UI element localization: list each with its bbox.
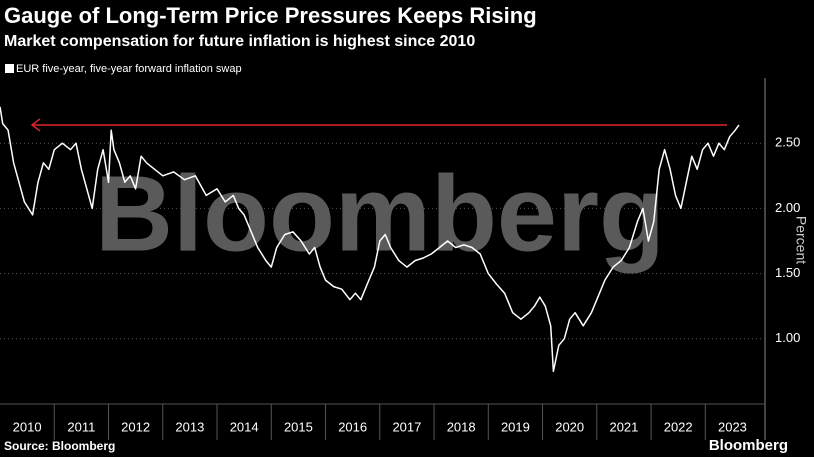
x-tick-label: 2021 — [609, 419, 638, 434]
y-tick-label: 2.50 — [775, 135, 800, 150]
source: Source: Bloomberg — [4, 439, 115, 453]
y-axis-label: Percent — [793, 216, 809, 264]
chart-subtitle: Market compensation for future inflation… — [4, 33, 475, 50]
y-tick-label: 1.00 — [775, 330, 800, 345]
x-tick-label: 2023 — [718, 419, 747, 434]
x-tick-label: 2013 — [175, 419, 204, 434]
brand: Bloomberg — [709, 437, 788, 454]
x-tick-label: 2012 — [121, 419, 150, 434]
x-tick-label: 2019 — [501, 419, 530, 434]
watermark: Bloomberg — [95, 153, 665, 274]
y-tick-label: 1.50 — [775, 265, 800, 280]
x-tick-label: 2022 — [664, 419, 693, 434]
x-tick-label: 2011 — [67, 419, 95, 434]
x-tick-label: 2020 — [555, 419, 584, 434]
legend-swatch — [5, 64, 14, 73]
chart-title: Gauge of Long-Term Price Pressures Keeps… — [4, 3, 537, 28]
x-tick-label: 2018 — [447, 419, 476, 434]
legend-label: EUR five-year, five-year forward inflati… — [16, 63, 242, 75]
x-tick-label: 2014 — [230, 419, 259, 434]
x-tick-label: 2017 — [392, 419, 421, 434]
y-tick-label: 2.00 — [775, 200, 800, 215]
reference-arrowhead — [30, 118, 41, 132]
x-tick-label: 2016 — [338, 419, 367, 434]
x-tick-label: 2015 — [284, 419, 313, 434]
x-tick-label: 2010 — [13, 419, 42, 434]
data-line — [0, 106, 740, 373]
